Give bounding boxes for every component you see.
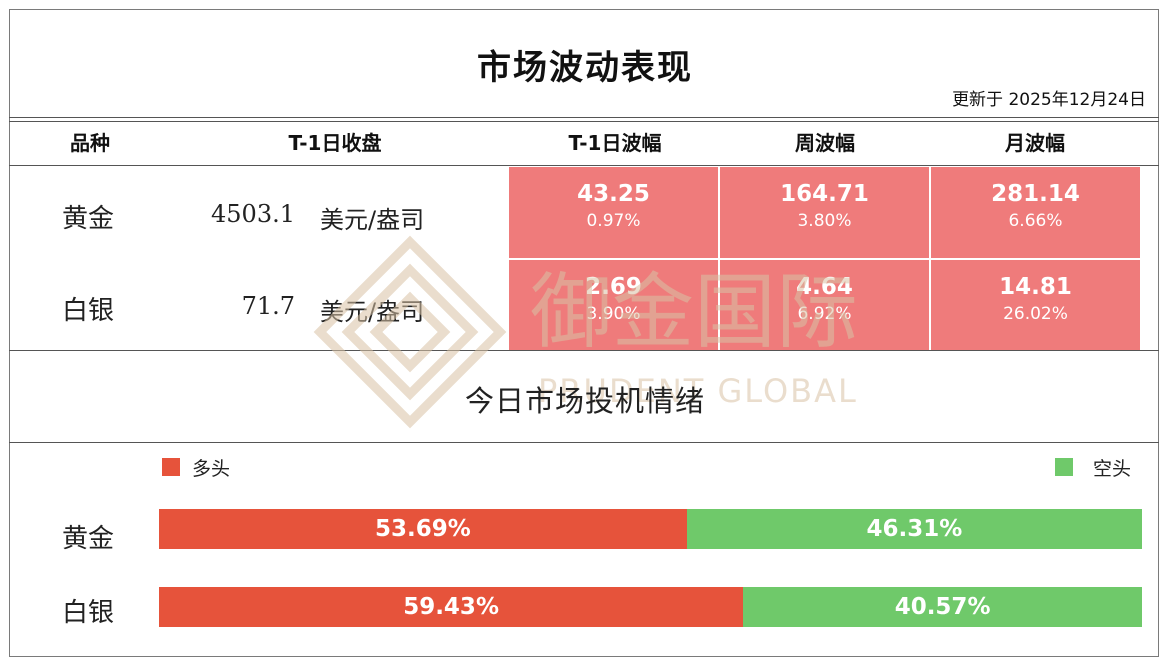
row-name-gold: 黄金 — [62, 204, 115, 234]
divider — [9, 121, 1159, 122]
header-close: T-1日收盘 — [288, 131, 382, 155]
divider — [9, 350, 1159, 351]
bar-label: 53.69% — [374, 516, 471, 542]
divider — [9, 165, 1159, 166]
daily-range-cell-gold: 43.25 0.97% — [509, 167, 718, 258]
daily-range-cell-silver: 2.69 3.90% — [509, 260, 718, 350]
range-value: 43.25 — [577, 181, 650, 207]
range-percent: 3.90% — [586, 304, 641, 324]
close-unit-gold: 美元/盎司 — [320, 206, 425, 234]
range-value: 4.64 — [796, 274, 853, 300]
header-variety: 品种 — [70, 131, 110, 155]
bar-short-1: 40.57% — [743, 587, 1142, 627]
range-percent: 26.02% — [1003, 304, 1068, 324]
range-value: 14.81 — [999, 274, 1072, 300]
range-percent: 0.97% — [586, 211, 641, 231]
row-name-silver: 白银 — [62, 296, 115, 326]
weekly-range-cell-silver: 4.64 6.92% — [720, 260, 929, 350]
bar-long-1: 59.43% — [159, 587, 744, 627]
bar-label: 59.43% — [403, 594, 499, 620]
range-percent: 6.92% — [797, 304, 852, 324]
divider — [9, 117, 1159, 118]
close-value-silver: 71.7 — [241, 292, 295, 320]
divider — [9, 442, 1159, 443]
range-value: 281.14 — [991, 181, 1080, 207]
update-date: 更新于 2025年12月24日 — [952, 90, 1146, 110]
panel-frame — [9, 9, 1159, 657]
header-monthly-range: 月波幅 — [1005, 131, 1065, 155]
close-unit-silver: 美元/盎司 — [320, 298, 425, 326]
bar-label: 46.31% — [866, 516, 963, 542]
monthly-range-cell-gold: 281.14 6.66% — [931, 167, 1140, 258]
short-legend-swatch — [1055, 458, 1073, 476]
bar-long-0: 53.69% — [159, 509, 687, 549]
close-value-gold: 4503.1 — [211, 200, 295, 228]
weekly-range-cell-gold: 164.71 3.80% — [720, 167, 929, 258]
sentiment-title: 今日市场投机情绪 — [464, 384, 705, 418]
sentiment-row-name-silver: 白银 — [62, 598, 115, 628]
range-percent: 6.66% — [1008, 211, 1063, 231]
page-title: 市场波动表现 — [477, 48, 693, 88]
short-legend-label: 空头 — [1093, 458, 1132, 480]
monthly-range-cell-silver: 14.81 26.02% — [931, 260, 1140, 350]
bar-label: 40.57% — [894, 594, 991, 620]
header-weekly-range: 周波幅 — [795, 131, 855, 155]
long-legend-swatch — [162, 458, 180, 476]
range-value: 2.69 — [585, 274, 642, 300]
sentiment-row-name-gold: 黄金 — [62, 524, 115, 554]
header-daily-range: T-1日波幅 — [568, 131, 662, 155]
bar-short-0: 46.31% — [686, 509, 1142, 549]
long-legend-label: 多头 — [192, 458, 231, 480]
range-percent: 3.80% — [797, 211, 852, 231]
range-value: 164.71 — [780, 181, 869, 207]
